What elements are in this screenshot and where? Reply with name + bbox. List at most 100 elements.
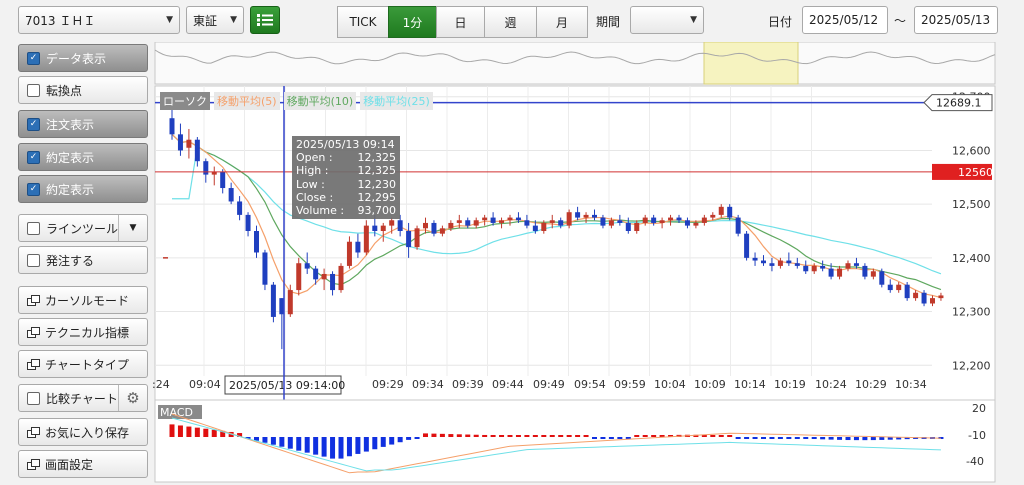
sidebar-item-label: 注文表示	[46, 117, 95, 132]
candle-body	[684, 220, 690, 226]
macd-bar	[515, 435, 521, 437]
candle	[752, 252, 758, 266]
overview-strip[interactable]	[154, 42, 996, 85]
candle-body	[549, 220, 555, 223]
checkbox[interactable]	[27, 83, 40, 97]
sidebar-item-1[interactable]: 転換点	[18, 76, 148, 104]
checkbox[interactable]	[27, 391, 40, 405]
macd-bar	[414, 437, 420, 439]
macd-label: MACD	[160, 406, 193, 419]
checkbox[interactable]: ✓	[27, 150, 40, 164]
sidebar-item-10[interactable]: 比較チャート ⚙	[18, 384, 148, 412]
candle	[930, 295, 935, 307]
candle	[625, 217, 631, 234]
sidebar-item-6[interactable]: 発注する	[18, 246, 148, 274]
candle	[566, 209, 572, 229]
candles	[163, 102, 944, 350]
candle	[262, 249, 268, 291]
time-tick-label: 10:24	[815, 378, 847, 391]
chevron-down-icon[interactable]: ▼	[118, 215, 147, 241]
date-from-input[interactable]: 2025/05/12	[802, 6, 888, 34]
date-to-input[interactable]: 2025/05/13	[914, 6, 998, 34]
candle	[194, 137, 200, 167]
candle	[270, 282, 276, 323]
candle-body	[845, 263, 851, 269]
price-tick-label: 12,200	[952, 359, 991, 372]
candle	[279, 298, 285, 350]
sidebar-item-3[interactable]: ✓ 約定表示	[18, 143, 148, 171]
macd-bar	[769, 437, 775, 439]
macd-bar	[777, 437, 783, 439]
candle-body	[930, 298, 935, 304]
candle-body	[313, 268, 319, 280]
list-button[interactable]	[250, 6, 280, 34]
candle-body	[744, 233, 750, 258]
macd-bar	[744, 437, 750, 439]
candle-body	[769, 263, 775, 266]
period-select[interactable]: ▼	[630, 6, 704, 34]
candle-body	[296, 263, 302, 291]
checkbox[interactable]: ✓	[27, 182, 40, 196]
candle	[913, 290, 919, 301]
candle-body	[532, 225, 538, 231]
candle	[642, 214, 648, 226]
macd-bar	[363, 437, 369, 452]
checkbox[interactable]	[27, 253, 40, 267]
checkbox[interactable]	[27, 221, 40, 235]
checkbox[interactable]: ✓	[27, 51, 40, 65]
macd-axis-label: -40	[966, 455, 984, 468]
sidebar-item-0[interactable]: ✓ データ表示	[18, 44, 148, 72]
candle	[448, 220, 454, 231]
checkbox[interactable]: ✓	[27, 117, 40, 131]
macd-bar	[828, 437, 834, 440]
macd-bar	[296, 437, 302, 451]
macd-panel	[154, 399, 996, 483]
chevron-down-icon: ▼	[690, 15, 697, 25]
time-tick-label: 10:29	[855, 378, 887, 391]
candle	[659, 217, 665, 229]
sidebar-item-label: テクニカル指標	[45, 325, 130, 340]
tab-1min[interactable]: 1分	[388, 6, 437, 38]
macd-bar	[668, 435, 674, 437]
sidebar-item-11[interactable]: お気に入り保存	[18, 418, 148, 446]
symbol-select[interactable]: 7013 ＩＨＩ ▼	[18, 6, 180, 34]
sidebar-item-12[interactable]: 画面設定	[18, 450, 148, 478]
candle	[617, 214, 623, 226]
sidebar-item-7[interactable]: カーソルモード	[18, 286, 148, 314]
overview-range-window[interactable]	[703, 42, 799, 85]
candle	[228, 182, 234, 205]
sidebar-item-8[interactable]: テクニカル指標	[18, 318, 148, 346]
macd-bar	[456, 434, 462, 437]
candle-body	[465, 220, 471, 226]
sidebar-item-2[interactable]: ✓ 注文表示	[18, 110, 148, 138]
sidebar-item-4[interactable]: ✓ 約定表示	[18, 175, 148, 203]
tab-week[interactable]: 週	[484, 6, 537, 38]
period-label: 期間	[596, 15, 621, 29]
sidebar-item-9[interactable]: チャートタイプ	[18, 350, 148, 378]
market-value: 東証	[193, 13, 218, 28]
candle-body	[592, 214, 597, 218]
macd-bar	[389, 437, 395, 445]
grid	[155, 86, 932, 376]
candle	[423, 217, 428, 234]
candle	[701, 214, 707, 226]
macd-bar	[338, 437, 344, 459]
candle	[507, 214, 513, 226]
macd-bar	[279, 437, 285, 447]
date-label: 日付	[768, 15, 793, 29]
tab-tick[interactable]: TICK	[337, 6, 389, 38]
candle-body	[921, 292, 927, 304]
gear-icon[interactable]: ⚙	[118, 385, 147, 411]
sidebar-item-5[interactable]: ラインツール ▼	[18, 214, 148, 242]
symbol-value: 7013 ＩＨＩ	[25, 13, 96, 28]
market-select[interactable]: 東証 ▼	[186, 6, 244, 34]
tab-day[interactable]: 日	[436, 6, 485, 38]
macd-bar	[237, 433, 243, 437]
candle-body	[456, 220, 462, 223]
candle	[330, 271, 336, 296]
candle	[220, 169, 226, 194]
candle	[786, 252, 792, 266]
time-tick-label: 09:34	[412, 378, 444, 391]
tab-month[interactable]: 月	[536, 6, 588, 38]
